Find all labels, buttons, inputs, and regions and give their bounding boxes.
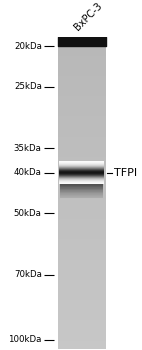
Text: 100kDa: 100kDa bbox=[8, 335, 42, 344]
Text: BxPC-3: BxPC-3 bbox=[72, 1, 104, 33]
Text: 40kDa: 40kDa bbox=[14, 168, 42, 177]
Text: 25kDa: 25kDa bbox=[14, 82, 42, 91]
Text: 20kDa: 20kDa bbox=[14, 42, 42, 51]
Text: 35kDa: 35kDa bbox=[14, 144, 42, 153]
Text: 50kDa: 50kDa bbox=[14, 209, 42, 218]
Text: 70kDa: 70kDa bbox=[14, 270, 42, 279]
Text: TFPI: TFPI bbox=[114, 168, 137, 177]
